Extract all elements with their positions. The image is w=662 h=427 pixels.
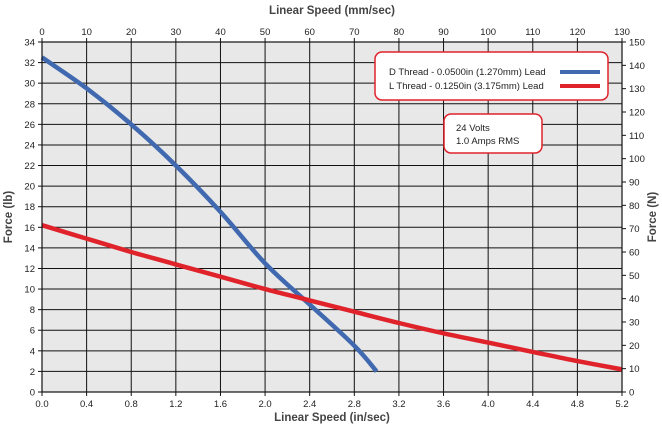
x-bottom-tick-label: 3.2 [392,399,405,410]
y-right-tick-label: 30 [629,318,640,329]
legend-label-l-thread: L Thread - 0.1250in (3.175mm) Lead [389,81,544,92]
x-top-tick-label: 30 [171,27,182,38]
y-left-tick-label: 28 [24,99,35,110]
y-left-tick-label: 2 [30,367,35,378]
y-right-tick-label: 150 [629,38,645,49]
y-left-tick-label: 8 [30,305,35,316]
x-bottom-tick-label: 5.2 [615,399,628,410]
x-bottom-tick-label: 4.8 [571,399,584,410]
x-top-tick-label: 110 [525,27,540,38]
x-top-tick-label: 90 [438,27,449,38]
y-axis-right-ticks: 0 10 20 30 40 50 60 70 80 90 100 110 120 130 140 150 [622,38,645,399]
y-right-tick-label: 70 [629,224,640,235]
y-left-tick-label: 30 [24,79,35,90]
series-line-l-thread [41,223,623,372]
y-left-tick-label: 18 [24,202,35,213]
plot-frame [41,41,623,393]
y-left-tick-label: 22 [24,161,35,172]
y-right-tick-label: 120 [629,108,645,119]
y-right-tick-label: 140 [629,61,645,72]
x-bottom-tick-label: 0.4 [80,399,93,410]
series-line-d-thread [40,55,379,373]
x-bottom-tick-label: 0.8 [125,399,138,410]
x-bottom-tick-label: 1.2 [169,399,182,410]
x-axis-bottom-ticks: 0.0 0.4 0.8 1.2 1.6 2.0 2.4 2.8 3.2 3.6 4.0 4.4 4.8 5… [35,392,629,410]
x-bottom-tick-label: 0.0 [35,399,48,410]
x-bottom-tick-label: 2.8 [348,399,361,410]
x-top-tick-label: 80 [394,27,405,38]
y-right-tick-label: 110 [629,131,644,142]
y-left-tick-label: 14 [24,243,35,254]
x-bottom-tick-label: 2.0 [258,399,271,410]
x-bottom-tick-label: 2.4 [303,399,316,410]
y-left-tick-label: 12 [24,264,35,275]
y-right-tick-label: 50 [629,271,640,282]
x-bottom-tick-label: 1.6 [214,399,227,410]
y-right-tick-label: 80 [629,201,640,212]
legend-box [374,51,609,101]
y-right-tick-label: 0 [629,388,634,399]
legend: D Thread - 0.0500in (1.270mm) Lead L Thr… [374,51,609,101]
x-top-tick-label: 70 [349,27,360,38]
series-lines [40,55,623,373]
x-top-tick-label: 60 [304,27,315,38]
y-left-tick-label: 26 [24,120,35,131]
x-axis-bottom-title: Linear Speed (in/sec) [274,412,390,424]
y-axis-left-title: Force (lb) [3,191,15,244]
y-axis-right-title: Force (N) [647,192,659,243]
y-right-tick-label: 20 [629,341,640,352]
legend-label-d-thread: D Thread - 0.0500in (1.270mm) Lead [389,67,546,78]
y-right-tick-label: 90 [629,178,640,189]
x-top-tick-label: 0 [39,27,44,38]
x-bottom-tick-label: 4.4 [526,399,539,410]
y-right-tick-label: 100 [629,154,645,165]
x-top-tick-label: 20 [126,27,137,38]
y-right-tick-label: 130 [629,84,645,95]
y-left-tick-label: 4 [30,346,35,357]
y-left-tick-label: 34 [24,38,35,49]
x-top-tick-label: 130 [614,27,630,38]
y-right-tick-label: 40 [629,294,640,305]
y-left-tick-label: 6 [30,326,35,337]
y-left-tick-label: 20 [24,182,35,193]
x-axis-top-ticks: 0 10 20 30 40 50 60 70 80 90 100 110 120 130 [39,27,630,42]
y-left-tick-label: 16 [24,223,35,234]
y-left-tick-label: 32 [24,58,35,69]
y-left-tick-label: 24 [24,140,35,151]
y-right-tick-label: 60 [629,248,640,259]
x-top-tick-label: 40 [215,27,226,38]
note-current: 1.0 Amps RMS [456,136,519,147]
y-left-tick-label: 10 [24,285,35,296]
conditions-note-box [443,113,543,154]
x-bottom-tick-label: 4.0 [482,399,495,410]
note-voltage: 24 Volts [456,123,490,134]
x-top-tick-label: 100 [480,27,496,38]
x-bottom-tick-label: 3.6 [437,399,450,410]
x-axis-top-title: Linear Speed (mm/sec) [269,5,395,17]
y-left-tick-label: 0 [30,388,35,399]
x-top-tick-label: 120 [569,27,585,38]
x-top-tick-label: 10 [81,27,92,38]
conditions-note: 24 Volts 1.0 Amps RMS [443,113,543,154]
x-top-tick-label: 50 [260,27,271,38]
y-right-tick-label: 10 [629,364,640,375]
